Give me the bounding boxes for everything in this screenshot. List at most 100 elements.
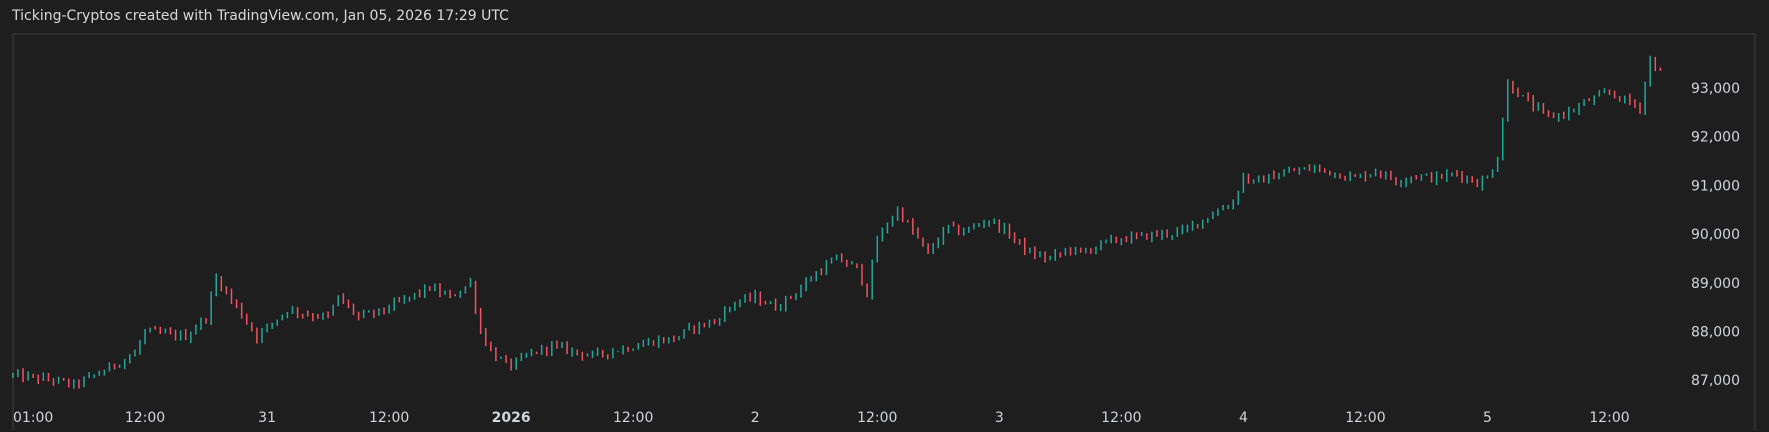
up-candle bbox=[530, 348, 533, 357]
up-candle bbox=[73, 379, 75, 389]
down-candle bbox=[347, 299, 350, 309]
up-candle bbox=[1278, 172, 1280, 180]
up-candle bbox=[139, 340, 141, 355]
up-candle bbox=[291, 306, 294, 315]
up-candle bbox=[93, 374, 95, 379]
down-candle bbox=[1532, 95, 1534, 112]
down-candle bbox=[37, 374, 39, 384]
up-candle bbox=[1283, 169, 1285, 177]
down-candle bbox=[439, 283, 441, 298]
down-candle bbox=[373, 309, 375, 319]
up-candle bbox=[698, 321, 701, 335]
up-candle bbox=[744, 294, 746, 303]
up-candle bbox=[1649, 55, 1651, 87]
down-candle bbox=[1563, 111, 1565, 120]
down-candle bbox=[307, 310, 309, 317]
chart-frame bbox=[12, 33, 1756, 431]
up-candle bbox=[1252, 179, 1255, 184]
up-candle bbox=[464, 286, 467, 294]
up-candle bbox=[1232, 199, 1234, 210]
down-candle bbox=[1023, 237, 1026, 256]
up-candle bbox=[1486, 175, 1489, 179]
up-candle bbox=[1603, 88, 1606, 94]
up-candle bbox=[835, 254, 838, 261]
down-candle bbox=[764, 300, 767, 305]
up-candle bbox=[1405, 177, 1407, 188]
up-candle bbox=[968, 226, 970, 233]
price-tick-label: 90,000 bbox=[1691, 227, 1740, 243]
up-candle bbox=[1191, 220, 1194, 231]
up-candle bbox=[444, 290, 446, 295]
up-candle bbox=[1349, 171, 1351, 182]
up-candle bbox=[795, 293, 797, 301]
down-candle bbox=[251, 322, 253, 332]
up-candle bbox=[825, 259, 828, 276]
down-candle bbox=[383, 307, 385, 315]
up-candle bbox=[1446, 169, 1448, 182]
up-candle bbox=[1039, 251, 1041, 258]
up-candle bbox=[1573, 108, 1575, 113]
up-candle bbox=[1466, 175, 1468, 184]
down-candle bbox=[1395, 176, 1397, 186]
down-candle bbox=[713, 318, 716, 325]
down-candle bbox=[1008, 223, 1011, 239]
down-candle bbox=[1629, 93, 1631, 106]
up-candle bbox=[1359, 173, 1362, 179]
down-candle bbox=[1461, 171, 1463, 183]
time-tick-label: 4 bbox=[1239, 410, 1248, 426]
up-candle bbox=[1369, 174, 1372, 178]
down-candle bbox=[907, 219, 909, 223]
down-candle bbox=[1156, 230, 1158, 237]
up-candle bbox=[1583, 99, 1585, 107]
down-candle bbox=[535, 351, 538, 355]
down-candle bbox=[1390, 170, 1392, 181]
up-candle bbox=[1578, 102, 1580, 115]
up-candle bbox=[1303, 167, 1306, 170]
up-candle bbox=[881, 227, 884, 242]
down-candle bbox=[1196, 224, 1199, 229]
down-candle bbox=[174, 329, 177, 341]
down-candle bbox=[846, 259, 848, 267]
price-axis[interactable]: 93,000 92,000 91,000 90,000 89,000 88,000 87,0… bbox=[1691, 81, 1740, 389]
up-candle bbox=[830, 257, 833, 264]
up-candle bbox=[108, 362, 111, 372]
up-candle bbox=[871, 259, 873, 300]
up-candle bbox=[1481, 175, 1484, 191]
up-candle bbox=[1105, 239, 1107, 244]
up-candle bbox=[88, 372, 90, 379]
down-candle bbox=[220, 276, 223, 292]
down-candle bbox=[1430, 172, 1433, 183]
down-candle bbox=[662, 336, 665, 344]
up-candle bbox=[1257, 175, 1260, 183]
down-candle bbox=[418, 289, 421, 298]
down-candle bbox=[1608, 89, 1611, 96]
up-candle bbox=[164, 328, 167, 334]
up-candle bbox=[678, 335, 680, 341]
down-candle bbox=[184, 328, 187, 340]
up-candle bbox=[1420, 174, 1423, 181]
up-candle bbox=[1151, 231, 1153, 243]
up-candle bbox=[1161, 229, 1163, 240]
time-tick-label: 12:00 bbox=[1101, 410, 1141, 426]
time-axis[interactable]: 01:00 12:00 31 12:00 2026 12:00 2 12:00 3 12:00 4 1… bbox=[13, 410, 1630, 426]
up-candle bbox=[962, 227, 965, 236]
up-candle bbox=[215, 273, 217, 297]
up-candle bbox=[469, 277, 472, 288]
down-candle bbox=[1018, 239, 1021, 245]
up-candle bbox=[993, 218, 995, 224]
up-candle bbox=[561, 341, 563, 348]
up-candle bbox=[769, 300, 772, 305]
up-candle bbox=[551, 341, 553, 357]
down-candle bbox=[1069, 247, 1072, 256]
up-candle bbox=[708, 319, 711, 328]
down-candle bbox=[840, 253, 843, 263]
down-candle bbox=[922, 237, 924, 247]
up-candle bbox=[1064, 248, 1067, 256]
down-candle bbox=[1654, 56, 1657, 72]
down-candle bbox=[820, 268, 823, 276]
up-candle bbox=[1110, 234, 1112, 244]
up-candle bbox=[1313, 164, 1316, 174]
up-candle bbox=[1095, 246, 1097, 255]
down-candle bbox=[1115, 236, 1118, 244]
